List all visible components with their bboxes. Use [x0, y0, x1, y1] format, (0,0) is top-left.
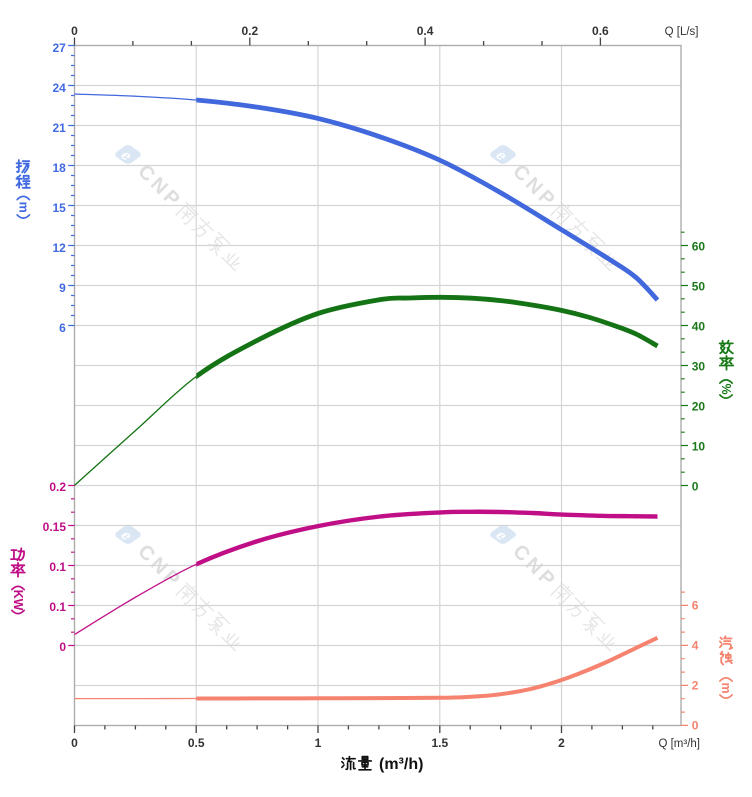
svg-text:0.6: 0.6	[592, 24, 609, 38]
svg-text:20: 20	[692, 400, 706, 414]
svg-text:1: 1	[315, 736, 322, 750]
svg-text:(m³/h): (m³/h)	[379, 756, 423, 773]
svg-text:21: 21	[52, 121, 66, 135]
svg-text:0: 0	[71, 24, 78, 38]
svg-text:0.5: 0.5	[188, 736, 205, 750]
svg-text:18: 18	[52, 161, 66, 175]
svg-text:0: 0	[692, 480, 699, 494]
svg-text:40: 40	[692, 320, 706, 334]
svg-text:60: 60	[692, 240, 706, 254]
svg-text:1.5: 1.5	[431, 736, 448, 750]
svg-text:2: 2	[558, 736, 565, 750]
svg-text:12: 12	[52, 241, 66, 255]
svg-text:0.2: 0.2	[49, 480, 66, 494]
svg-text:0: 0	[692, 718, 699, 732]
svg-text:50: 50	[692, 280, 706, 294]
svg-text:0.1: 0.1	[49, 600, 66, 614]
svg-text:4: 4	[692, 638, 699, 652]
svg-text:27: 27	[52, 41, 66, 55]
svg-text:0.15: 0.15	[43, 520, 67, 534]
svg-text:Q [L/s]: Q [L/s]	[665, 26, 699, 38]
svg-text:30: 30	[692, 360, 706, 374]
svg-text:10: 10	[692, 440, 706, 454]
svg-text:2: 2	[692, 678, 699, 692]
svg-text:0: 0	[71, 736, 78, 750]
svg-text:Q [m³/h]: Q [m³/h]	[658, 738, 700, 750]
svg-text:6: 6	[59, 321, 66, 335]
svg-text:m: m	[719, 682, 733, 693]
svg-text:0.4: 0.4	[417, 24, 434, 38]
svg-text:m: m	[16, 202, 30, 213]
svg-text:6: 6	[692, 598, 699, 612]
svg-text:15: 15	[52, 201, 66, 215]
svg-text:KW: KW	[11, 590, 25, 611]
svg-text:%: %	[719, 383, 733, 394]
svg-text:24: 24	[52, 81, 66, 95]
svg-text:0.2: 0.2	[241, 24, 258, 38]
svg-text:0.1: 0.1	[49, 560, 66, 574]
svg-text:9: 9	[59, 281, 66, 295]
svg-text:0: 0	[59, 640, 66, 654]
